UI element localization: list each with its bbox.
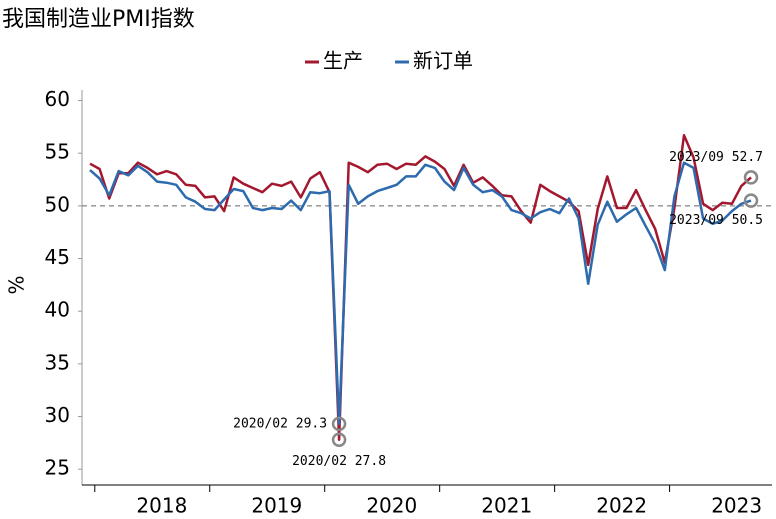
highlight-marker xyxy=(743,193,759,208)
y-tick-label: 35 xyxy=(45,350,70,374)
x-tick-label: 2023 xyxy=(711,494,762,518)
highlight-marker xyxy=(743,170,759,185)
value-label: 2023/09 50.5 xyxy=(669,213,763,228)
value-label: 2020/02 27.8 xyxy=(292,454,386,469)
y-tick-label: 40 xyxy=(45,298,70,322)
legend-label: 生产 xyxy=(323,49,363,73)
legend-label: 新订单 xyxy=(413,49,473,73)
x-tick-label: 2022 xyxy=(596,494,647,518)
y-tick-label: 55 xyxy=(45,140,70,164)
y-tick-label: 25 xyxy=(45,456,70,480)
y-tick-label: 30 xyxy=(45,403,70,427)
x-tick-label: 2021 xyxy=(481,494,532,518)
highlight-marker xyxy=(331,416,347,432)
x-tick-label: 2020 xyxy=(366,494,417,518)
y-tick-label: 45 xyxy=(45,245,70,269)
highlight-marker xyxy=(331,432,347,447)
series-line xyxy=(89,134,752,441)
x-tick-label: 2019 xyxy=(251,494,302,518)
series-line xyxy=(89,161,752,426)
y-tick-label: 60 xyxy=(45,87,70,111)
value-label: 2023/09 52.7 xyxy=(669,150,763,165)
y-tick-label: 50 xyxy=(45,192,70,216)
value-label: 2020/02 29.3 xyxy=(233,416,327,431)
x-tick-label: 2018 xyxy=(136,494,187,518)
chart-title: 我国制造业PMI指数 xyxy=(2,7,195,32)
y-axis-label: % xyxy=(5,275,29,294)
